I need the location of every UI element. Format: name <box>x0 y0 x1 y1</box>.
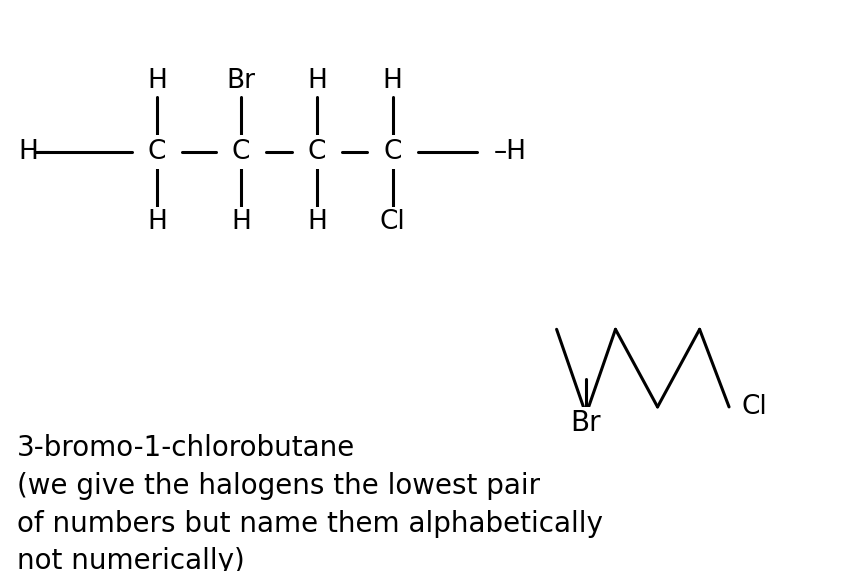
Text: H: H <box>307 68 327 94</box>
Text: (we give the halogens the lowest pair: (we give the halogens the lowest pair <box>17 472 539 500</box>
Text: H: H <box>382 68 403 94</box>
Text: –H: –H <box>494 139 527 164</box>
Text: C: C <box>232 139 251 164</box>
Text: H: H <box>147 209 167 235</box>
Text: C: C <box>383 139 402 164</box>
Text: Br: Br <box>227 68 256 94</box>
Text: 3-bromo-1-chlorobutane: 3-bromo-1-chlorobutane <box>17 435 354 463</box>
Text: of numbers but name them alphabetically: of numbers but name them alphabetically <box>17 509 603 537</box>
Text: H: H <box>231 209 251 235</box>
Text: Cl: Cl <box>380 209 405 235</box>
Text: Cl: Cl <box>742 394 767 420</box>
Text: C: C <box>148 139 166 164</box>
Text: H: H <box>147 68 167 94</box>
Text: Br: Br <box>571 409 602 437</box>
Text: H–: H– <box>19 139 51 164</box>
Text: H: H <box>307 209 327 235</box>
Text: C: C <box>308 139 326 164</box>
Text: not numerically): not numerically) <box>17 547 244 571</box>
